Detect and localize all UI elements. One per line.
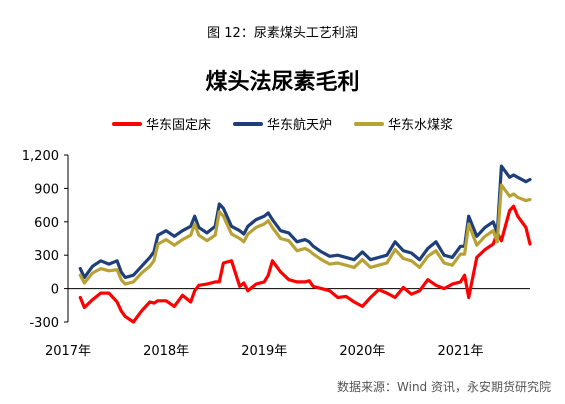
figure-caption: 图 12：尿素煤头工艺利润 <box>207 26 358 41</box>
legend-label-aerospace-furnace: 华东航天炉 <box>266 118 332 133</box>
y-tick-label: 1,200 <box>22 149 59 164</box>
y-tick-label: -300 <box>29 316 59 331</box>
x-tick-label: 2017年 <box>45 344 91 359</box>
y-tick-label: 300 <box>34 249 59 264</box>
series-line-aerospace-furnace <box>78 164 532 280</box>
x-tick-label: 2019年 <box>241 344 287 359</box>
chart-legend: 华东固定床 华东航天炉 华东水煤浆 <box>0 114 565 133</box>
chart-title: 煤头法尿素毛利 <box>205 70 360 95</box>
legend-label-coal-water-slurry: 华东水煤浆 <box>388 118 454 133</box>
y-tick-label: 600 <box>34 216 59 231</box>
legend-swatch-fixed-bed <box>111 121 142 126</box>
x-tick-label: 2018年 <box>143 344 189 359</box>
x-tick-label: 2020年 <box>339 344 385 359</box>
legend-swatch-aerospace-furnace <box>232 121 263 126</box>
series-line-coal-water-slurry <box>78 183 532 286</box>
source-note: 数据来源：Wind 资讯，永安期货研究院 <box>337 380 551 394</box>
legend-item-fixed-bed: 华东固定床 <box>111 114 211 133</box>
x-tick-label: 2021年 <box>437 344 483 359</box>
legend-swatch-coal-water-slurry <box>354 121 384 126</box>
legend-item-coal-water-slurry: 华东水煤浆 <box>354 114 453 133</box>
y-tick-label: 900 <box>34 182 59 197</box>
y-tick-label: 0 <box>51 283 59 298</box>
series-line-fixed-bed <box>78 204 532 324</box>
legend-item-aerospace-furnace: 华东航天炉 <box>232 114 332 133</box>
legend-label-fixed-bed: 华东固定床 <box>145 118 211 133</box>
